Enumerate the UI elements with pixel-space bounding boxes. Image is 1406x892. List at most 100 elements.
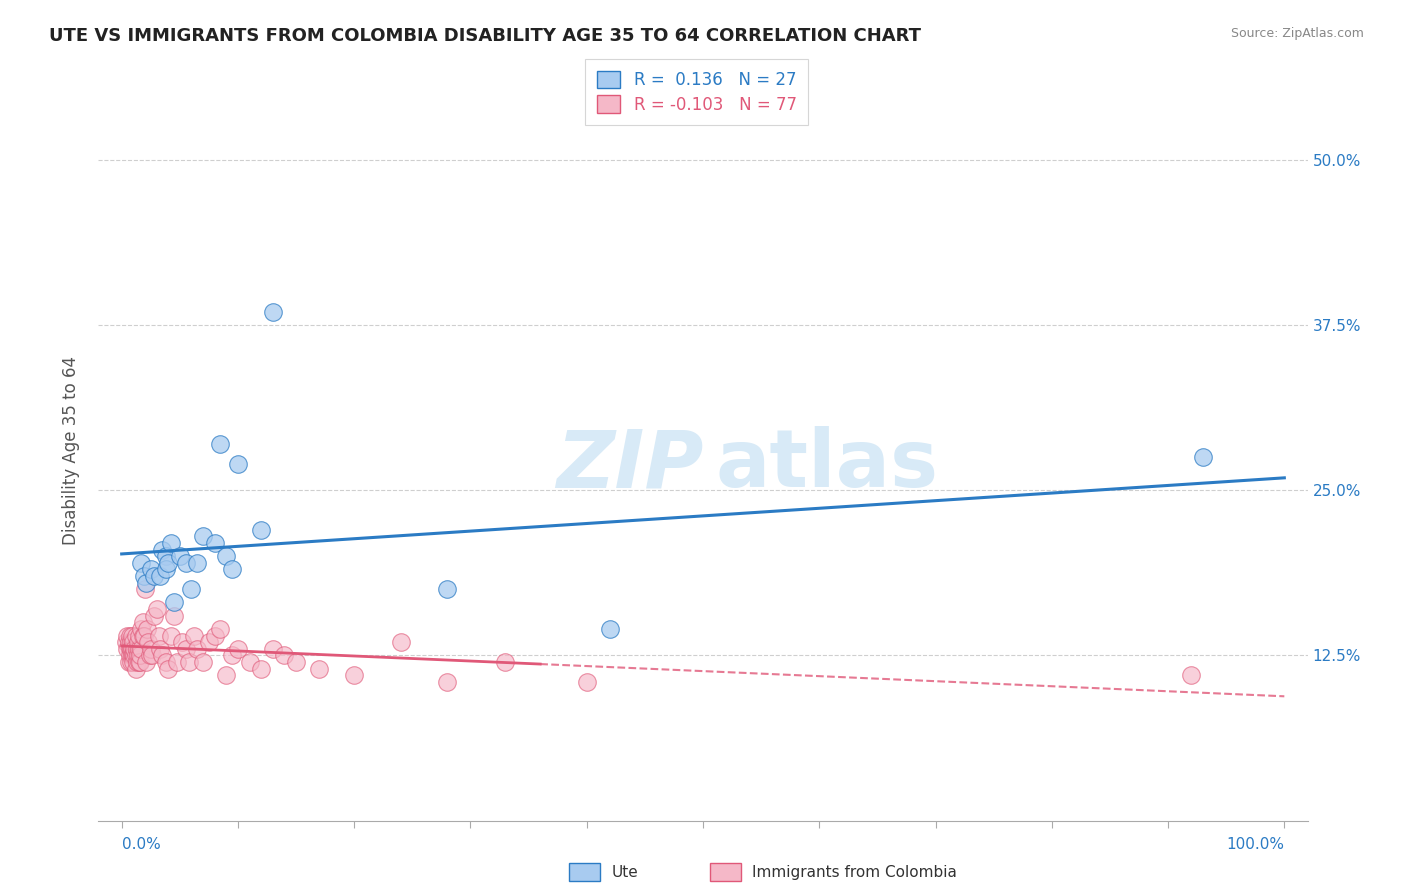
Point (127, 648, 149, 663)
Point (118, 655, 141, 669)
Point (135, 655, 157, 669)
Point (121, 648, 143, 663)
Point (1180, 668, 1202, 682)
Point (343, 668, 366, 682)
Point (494, 655, 516, 669)
Point (135, 575, 157, 590)
Point (124, 662, 146, 676)
Point (129, 648, 152, 663)
Point (128, 641, 150, 656)
Point (120, 655, 142, 669)
Point (163, 608, 186, 623)
Point (128, 655, 150, 669)
Text: Source: ZipAtlas.com: Source: ZipAtlas.com (1230, 27, 1364, 40)
Point (117, 641, 139, 656)
Point (250, 523, 273, 537)
Point (1192, 450, 1215, 464)
Point (124, 648, 146, 663)
Point (209, 622, 232, 636)
Point (436, 582, 458, 597)
Point (129, 655, 152, 669)
Point (221, 648, 243, 663)
Point (143, 608, 166, 623)
Point (125, 655, 148, 669)
Text: atlas: atlas (716, 426, 938, 504)
Point (191, 655, 214, 669)
Point (118, 628, 141, 642)
Point (120, 635, 142, 649)
Text: Immigrants from Colombia: Immigrants from Colombia (752, 865, 957, 880)
Point (191, 529, 214, 543)
Point (122, 635, 145, 649)
Point (149, 569, 172, 583)
Point (198, 635, 221, 649)
Point (159, 536, 181, 550)
Point (166, 655, 188, 669)
Point (122, 655, 145, 669)
Text: ZIP: ZIP (555, 426, 703, 504)
Point (226, 457, 249, 471)
Point (124, 628, 146, 642)
Point (118, 635, 141, 649)
Point (436, 674, 458, 689)
Point (163, 595, 186, 609)
Point (172, 635, 194, 649)
Point (389, 635, 412, 649)
Point (150, 648, 173, 663)
Point (121, 628, 143, 642)
Point (118, 641, 141, 656)
Point (262, 641, 284, 656)
Point (131, 622, 153, 636)
Point (134, 582, 156, 597)
Point (121, 641, 143, 656)
Point (122, 648, 145, 663)
Point (204, 536, 226, 550)
Point (128, 628, 150, 642)
Legend: R =  0.136   N = 27, R = -0.103   N = 77: R = 0.136 N = 27, R = -0.103 N = 77 (585, 59, 808, 126)
Point (215, 549, 238, 564)
Point (157, 556, 180, 570)
Point (131, 628, 153, 642)
Point (221, 562, 243, 576)
Point (273, 648, 295, 663)
Point (174, 556, 197, 570)
Point (285, 655, 308, 669)
Point (174, 641, 197, 656)
Point (131, 615, 153, 630)
Point (117, 628, 139, 642)
Point (145, 602, 167, 616)
Point (575, 674, 598, 689)
Point (138, 635, 160, 649)
Point (204, 628, 226, 642)
Point (159, 628, 181, 642)
Point (155, 549, 177, 564)
Point (209, 437, 232, 451)
Point (226, 641, 249, 656)
Point (139, 562, 162, 576)
Point (118, 648, 141, 663)
Point (599, 622, 621, 636)
Point (115, 635, 138, 649)
Point (157, 662, 180, 676)
Point (141, 648, 163, 663)
Point (179, 655, 201, 669)
Point (149, 641, 172, 656)
Point (150, 542, 173, 557)
Point (183, 628, 205, 642)
Point (250, 662, 273, 676)
Point (143, 569, 166, 583)
Y-axis label: Disability Age 35 to 64: Disability Age 35 to 64 (62, 356, 80, 545)
Point (131, 641, 153, 656)
Point (186, 556, 208, 570)
Text: 100.0%: 100.0% (1226, 837, 1284, 852)
Point (155, 562, 177, 576)
Point (180, 582, 202, 597)
Point (138, 648, 160, 663)
Point (308, 662, 330, 676)
Text: 0.0%: 0.0% (122, 837, 160, 852)
Point (186, 641, 208, 656)
Point (148, 628, 170, 642)
Point (139, 641, 162, 656)
Point (120, 641, 142, 656)
Point (124, 648, 146, 663)
